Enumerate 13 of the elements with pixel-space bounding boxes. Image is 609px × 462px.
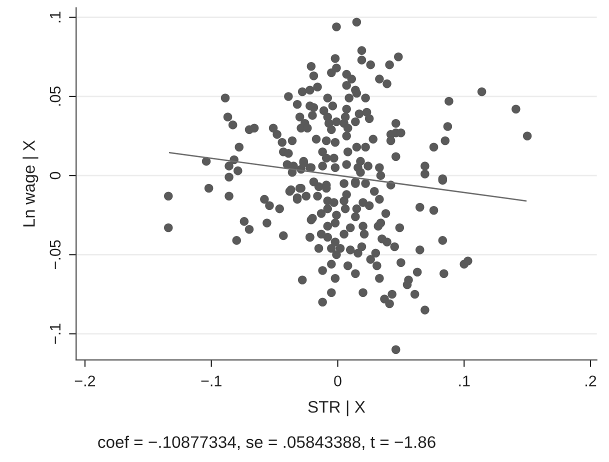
text: coef = −.10877334, se = .05843388, t = −1.86: [98, 436, 436, 450]
x-tick-label: .2: [586, 376, 596, 386]
y-axis-title: Ln wage | X: [22, 140, 38, 226]
y-tick-label: −.05: [50, 240, 61, 270]
x-tick-label: −.2: [74, 376, 96, 386]
y-tick-label: .1: [50, 12, 60, 22]
x-tick-label: .1: [459, 376, 470, 386]
x-axis-title: STR | X: [308, 400, 366, 416]
y-tick-label: −.1: [50, 324, 60, 344]
y-tick-label: .05: [50, 86, 61, 106]
x-tick-label: 0: [334, 376, 342, 386]
x-tick-label: −.1: [201, 376, 222, 386]
y-tick-label: 0: [50, 172, 61, 180]
